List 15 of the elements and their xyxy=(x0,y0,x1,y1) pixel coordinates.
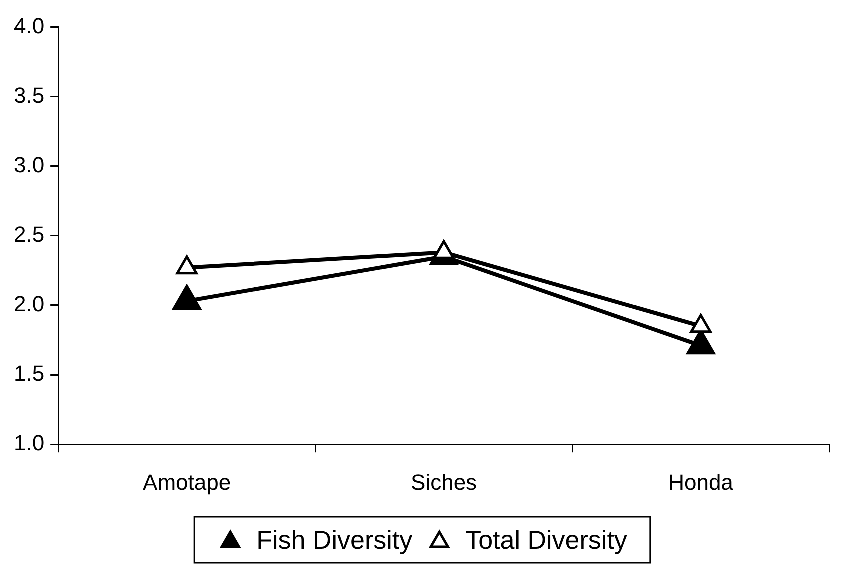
y-tick-label: 2.5 xyxy=(14,222,45,247)
point xyxy=(690,314,712,334)
legend-label: Total Diversity xyxy=(466,525,628,556)
y-tick-label: 1.5 xyxy=(14,361,45,386)
y-tick-label: 3.5 xyxy=(14,82,45,108)
y-tick-label: 2.0 xyxy=(14,292,45,317)
x-tick-label: Amotape xyxy=(143,470,232,495)
x-tick-label: Honda xyxy=(668,470,734,495)
point xyxy=(176,256,198,275)
point xyxy=(172,285,202,310)
y-tick-label: 4.0 xyxy=(14,13,45,38)
legend-label: Fish Diversity xyxy=(256,525,413,556)
y-tick-label: 3.0 xyxy=(14,152,45,178)
x-tick-label: Siches xyxy=(411,470,478,495)
y-tick-label: 1.0 xyxy=(14,430,45,456)
